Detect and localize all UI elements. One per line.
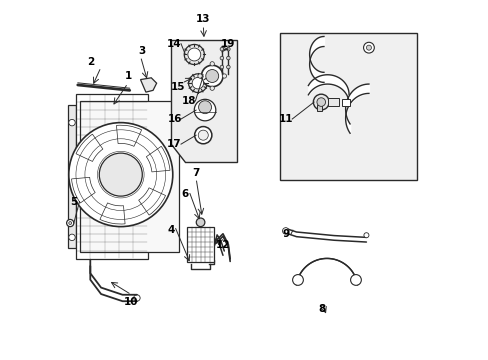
Circle shape <box>350 275 361 285</box>
Circle shape <box>184 44 204 64</box>
Text: 6: 6 <box>182 189 188 199</box>
Circle shape <box>210 62 214 66</box>
Circle shape <box>220 47 223 51</box>
Circle shape <box>226 65 230 69</box>
Circle shape <box>192 77 203 89</box>
Wedge shape <box>100 203 125 224</box>
Text: 8: 8 <box>317 304 325 314</box>
Bar <box>316 105 322 111</box>
Text: 17: 17 <box>167 139 182 149</box>
Text: 7: 7 <box>192 168 200 178</box>
Circle shape <box>366 45 371 50</box>
Polygon shape <box>171 40 237 162</box>
Wedge shape <box>116 125 142 147</box>
Text: 16: 16 <box>167 114 182 124</box>
Circle shape <box>198 130 208 140</box>
Circle shape <box>205 69 218 82</box>
Circle shape <box>196 218 204 226</box>
Circle shape <box>226 47 230 51</box>
Text: 13: 13 <box>196 14 210 24</box>
Text: 11: 11 <box>278 114 292 124</box>
Bar <box>147 105 155 248</box>
Text: 2: 2 <box>86 57 94 67</box>
Text: 12: 12 <box>215 239 230 249</box>
Text: 19: 19 <box>221 39 235 49</box>
Text: 3: 3 <box>139 46 145 56</box>
Text: 14: 14 <box>167 39 182 49</box>
Circle shape <box>226 56 230 60</box>
Wedge shape <box>139 188 165 215</box>
Bar <box>80 101 179 252</box>
Bar <box>68 105 76 248</box>
Bar <box>76 94 147 259</box>
Circle shape <box>187 48 201 61</box>
Circle shape <box>99 153 142 196</box>
Polygon shape <box>140 78 156 92</box>
Circle shape <box>69 222 72 225</box>
Circle shape <box>69 177 75 183</box>
Circle shape <box>222 74 226 78</box>
Bar <box>328 99 339 105</box>
Circle shape <box>194 99 215 121</box>
Circle shape <box>201 65 223 87</box>
Bar <box>280 33 416 180</box>
Text: 5: 5 <box>70 197 78 207</box>
Circle shape <box>133 295 140 301</box>
Circle shape <box>313 94 328 110</box>
Circle shape <box>66 220 74 226</box>
Bar <box>187 226 214 262</box>
Text: 9: 9 <box>282 229 289 239</box>
Circle shape <box>198 74 202 78</box>
Bar <box>341 99 349 105</box>
Circle shape <box>316 98 325 106</box>
Circle shape <box>69 234 75 240</box>
Text: 1: 1 <box>124 71 131 81</box>
Circle shape <box>282 228 288 234</box>
Circle shape <box>198 101 211 114</box>
Circle shape <box>210 86 214 90</box>
Text: 10: 10 <box>124 297 139 307</box>
Wedge shape <box>76 134 102 161</box>
Circle shape <box>363 42 373 53</box>
Text: 18: 18 <box>182 96 196 106</box>
Wedge shape <box>146 146 170 172</box>
Circle shape <box>292 275 303 285</box>
Circle shape <box>220 56 223 60</box>
Text: 15: 15 <box>171 82 185 92</box>
Circle shape <box>188 74 207 93</box>
Circle shape <box>220 65 223 69</box>
Text: 4: 4 <box>167 225 174 235</box>
Circle shape <box>194 127 211 144</box>
Circle shape <box>363 233 368 238</box>
Wedge shape <box>71 177 95 203</box>
Circle shape <box>69 120 75 126</box>
Circle shape <box>69 123 172 226</box>
